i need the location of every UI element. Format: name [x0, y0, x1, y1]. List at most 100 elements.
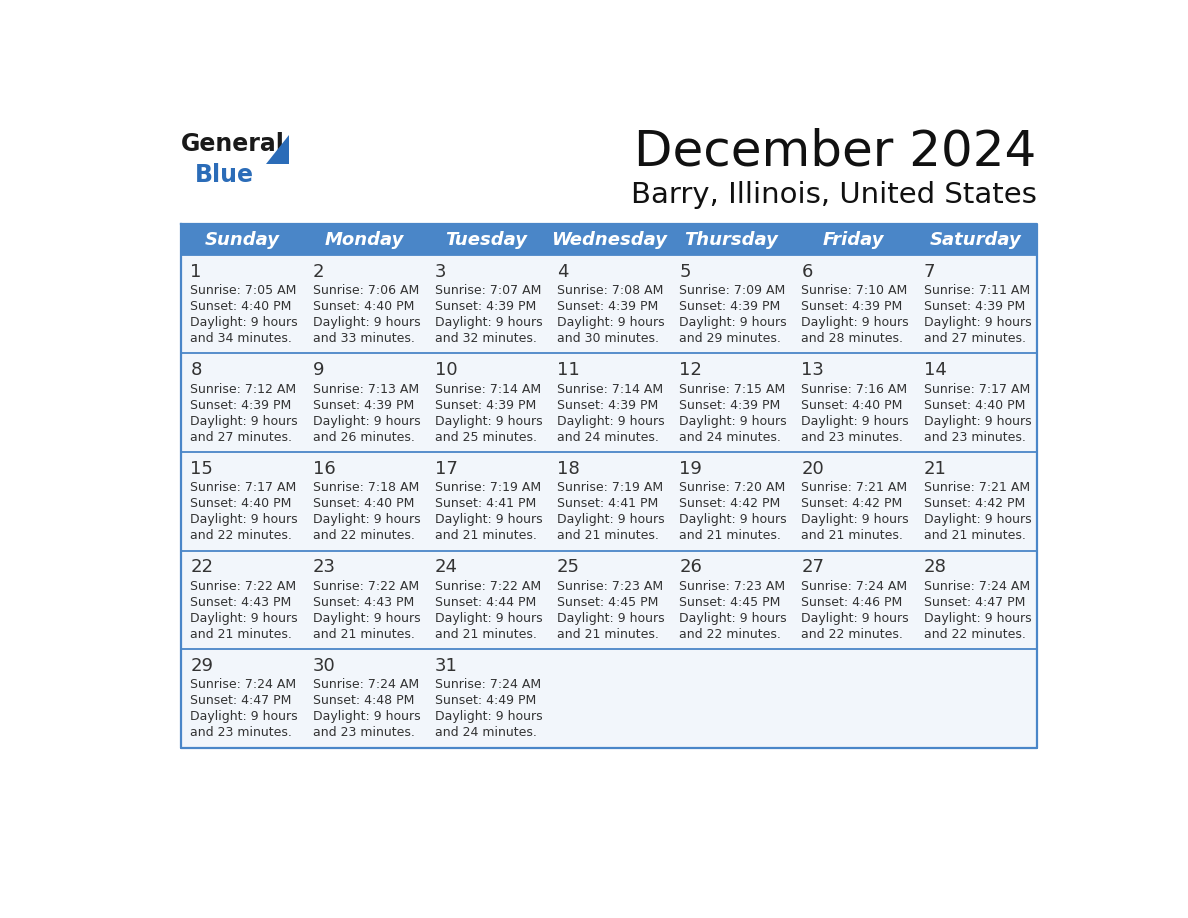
Text: Sunrise: 7:05 AM: Sunrise: 7:05 AM: [190, 285, 297, 297]
Text: Sunset: 4:39 PM: Sunset: 4:39 PM: [312, 398, 413, 412]
Text: and 25 minutes.: and 25 minutes.: [435, 431, 537, 443]
Text: 9: 9: [312, 361, 324, 379]
Text: Wednesday: Wednesday: [551, 230, 666, 249]
Text: Daylight: 9 hours: Daylight: 9 hours: [435, 513, 543, 526]
Text: Daylight: 9 hours: Daylight: 9 hours: [802, 415, 909, 428]
Text: Sunset: 4:39 PM: Sunset: 4:39 PM: [190, 398, 291, 412]
Text: and 26 minutes.: and 26 minutes.: [312, 431, 415, 443]
Bar: [425, 649, 548, 748]
Bar: [792, 452, 915, 551]
Text: Daylight: 9 hours: Daylight: 9 hours: [557, 415, 664, 428]
Bar: [548, 649, 670, 748]
Text: 5: 5: [680, 263, 690, 281]
Text: Sunrise: 7:17 AM: Sunrise: 7:17 AM: [924, 383, 1030, 396]
Text: Sunrise: 7:15 AM: Sunrise: 7:15 AM: [680, 383, 785, 396]
Text: Sunrise: 7:20 AM: Sunrise: 7:20 AM: [680, 481, 785, 494]
Text: Saturday: Saturday: [930, 230, 1022, 249]
Text: Daylight: 9 hours: Daylight: 9 hours: [190, 711, 298, 723]
Text: 10: 10: [435, 361, 457, 379]
Bar: [915, 353, 1037, 452]
Text: and 28 minutes.: and 28 minutes.: [802, 332, 904, 345]
Text: General: General: [181, 131, 285, 156]
Text: Sunset: 4:47 PM: Sunset: 4:47 PM: [190, 694, 292, 708]
Text: Sunset: 4:41 PM: Sunset: 4:41 PM: [557, 498, 658, 510]
Text: Sunrise: 7:24 AM: Sunrise: 7:24 AM: [802, 580, 908, 593]
Text: Sunset: 4:39 PM: Sunset: 4:39 PM: [924, 300, 1025, 313]
Text: Daylight: 9 hours: Daylight: 9 hours: [680, 316, 786, 330]
Bar: [181, 551, 303, 649]
Text: and 27 minutes.: and 27 minutes.: [190, 431, 292, 443]
Text: and 22 minutes.: and 22 minutes.: [802, 628, 903, 641]
Text: and 23 minutes.: and 23 minutes.: [924, 431, 1025, 443]
Bar: [303, 649, 425, 748]
Text: 21: 21: [924, 460, 947, 477]
Text: Sunrise: 7:10 AM: Sunrise: 7:10 AM: [802, 285, 908, 297]
Text: and 29 minutes.: and 29 minutes.: [680, 332, 782, 345]
Text: 8: 8: [190, 361, 202, 379]
Bar: [792, 353, 915, 452]
Bar: [915, 649, 1037, 748]
Bar: [548, 452, 670, 551]
Text: 3: 3: [435, 263, 447, 281]
Text: Sunrise: 7:24 AM: Sunrise: 7:24 AM: [190, 678, 297, 691]
Bar: [670, 551, 792, 649]
Text: 14: 14: [924, 361, 947, 379]
Bar: [670, 452, 792, 551]
Text: Sunrise: 7:06 AM: Sunrise: 7:06 AM: [312, 285, 419, 297]
Bar: [303, 551, 425, 649]
Text: Daylight: 9 hours: Daylight: 9 hours: [435, 612, 543, 625]
Text: Daylight: 9 hours: Daylight: 9 hours: [557, 612, 664, 625]
Polygon shape: [266, 135, 289, 164]
Text: and 23 minutes.: and 23 minutes.: [802, 431, 903, 443]
Text: Sunrise: 7:07 AM: Sunrise: 7:07 AM: [435, 285, 542, 297]
Text: Sunset: 4:40 PM: Sunset: 4:40 PM: [924, 398, 1025, 412]
Text: and 24 minutes.: and 24 minutes.: [680, 431, 782, 443]
Text: 31: 31: [435, 657, 457, 675]
Bar: [670, 353, 792, 452]
Text: Blue: Blue: [195, 162, 254, 186]
Text: and 23 minutes.: and 23 minutes.: [190, 726, 292, 740]
Text: 23: 23: [312, 558, 335, 577]
Bar: [425, 353, 548, 452]
Text: Daylight: 9 hours: Daylight: 9 hours: [924, 612, 1031, 625]
Text: and 27 minutes.: and 27 minutes.: [924, 332, 1025, 345]
Text: Daylight: 9 hours: Daylight: 9 hours: [924, 513, 1031, 526]
Text: 17: 17: [435, 460, 457, 477]
Text: and 33 minutes.: and 33 minutes.: [312, 332, 415, 345]
Text: and 21 minutes.: and 21 minutes.: [557, 530, 659, 543]
Text: Daylight: 9 hours: Daylight: 9 hours: [190, 316, 298, 330]
Text: Sunset: 4:40 PM: Sunset: 4:40 PM: [190, 300, 292, 313]
Text: Sunset: 4:42 PM: Sunset: 4:42 PM: [924, 498, 1025, 510]
Text: Sunrise: 7:22 AM: Sunrise: 7:22 AM: [312, 580, 418, 593]
Text: and 32 minutes.: and 32 minutes.: [435, 332, 537, 345]
Text: 19: 19: [680, 460, 702, 477]
Text: Daylight: 9 hours: Daylight: 9 hours: [190, 513, 298, 526]
Bar: [792, 255, 915, 353]
Text: Sunrise: 7:19 AM: Sunrise: 7:19 AM: [557, 481, 663, 494]
Text: Sunrise: 7:23 AM: Sunrise: 7:23 AM: [680, 580, 785, 593]
Text: Sunset: 4:39 PM: Sunset: 4:39 PM: [435, 300, 536, 313]
Text: Daylight: 9 hours: Daylight: 9 hours: [435, 415, 543, 428]
Text: 24: 24: [435, 558, 457, 577]
Text: Daylight: 9 hours: Daylight: 9 hours: [680, 612, 786, 625]
Text: Sunset: 4:42 PM: Sunset: 4:42 PM: [802, 498, 903, 510]
Text: Sunrise: 7:24 AM: Sunrise: 7:24 AM: [312, 678, 418, 691]
Text: and 22 minutes.: and 22 minutes.: [680, 628, 782, 641]
Text: and 21 minutes.: and 21 minutes.: [680, 530, 782, 543]
Text: 22: 22: [190, 558, 214, 577]
Text: 1: 1: [190, 263, 202, 281]
Text: Sunrise: 7:22 AM: Sunrise: 7:22 AM: [190, 580, 297, 593]
Text: and 21 minutes.: and 21 minutes.: [190, 628, 292, 641]
Text: Sunset: 4:42 PM: Sunset: 4:42 PM: [680, 498, 781, 510]
Bar: [181, 649, 303, 748]
Text: Daylight: 9 hours: Daylight: 9 hours: [312, 415, 421, 428]
Bar: [915, 551, 1037, 649]
Text: Daylight: 9 hours: Daylight: 9 hours: [680, 415, 786, 428]
Text: and 24 minutes.: and 24 minutes.: [557, 431, 659, 443]
Text: 13: 13: [802, 361, 824, 379]
Bar: [181, 353, 303, 452]
Text: Sunset: 4:44 PM: Sunset: 4:44 PM: [435, 596, 536, 609]
Text: Monday: Monday: [324, 230, 404, 249]
Text: and 30 minutes.: and 30 minutes.: [557, 332, 659, 345]
Text: Sunrise: 7:21 AM: Sunrise: 7:21 AM: [802, 481, 908, 494]
